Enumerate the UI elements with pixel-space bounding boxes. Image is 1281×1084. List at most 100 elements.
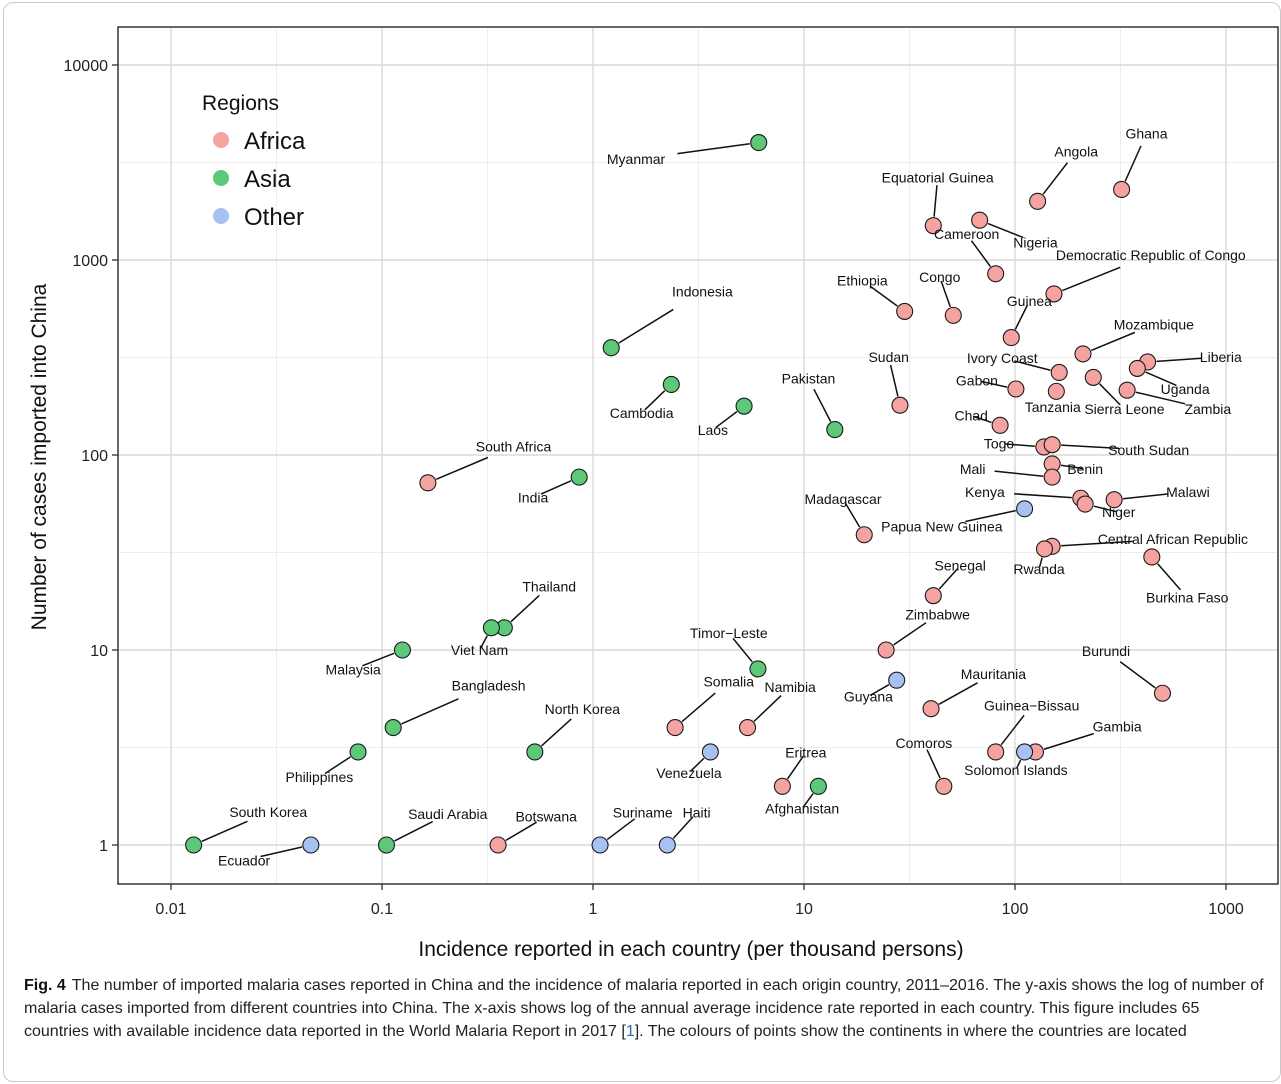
- label-pakistan: Pakistan: [782, 371, 836, 387]
- label-leader-lines: [201, 143, 1202, 858]
- y-tick-label: 10: [90, 643, 108, 660]
- point-uganda: [1128, 359, 1146, 377]
- label-benin: Benin: [1067, 461, 1103, 477]
- label-central-african-republic: Central African Republic: [1098, 531, 1248, 547]
- label-suriname: Suriname: [613, 805, 673, 821]
- leader-line-bangladesh: [401, 698, 459, 725]
- leader-line-madagascar: [844, 502, 861, 528]
- leader-line-kenya: [1014, 493, 1072, 499]
- point-burkina-faso: [1143, 548, 1161, 566]
- point-gabon: [1007, 380, 1025, 398]
- y-tick-label: 100: [81, 448, 108, 465]
- leader-line-ecuador: [260, 846, 303, 858]
- label-liberia: Liberia: [1200, 349, 1242, 365]
- label-chad: Chad: [954, 408, 987, 424]
- label-solomon-islands: Solomon Islands: [964, 762, 1068, 778]
- x-axis-title: Incidence reported in each country (per …: [418, 938, 963, 960]
- leader-line-thailand: [510, 594, 540, 623]
- label-guinea: Guinea: [1007, 293, 1052, 309]
- point-pakistan: [826, 421, 844, 439]
- label-rwanda: Rwanda: [1013, 561, 1065, 577]
- legend-label-other: Other: [244, 204, 304, 231]
- point-cambodia: [662, 375, 680, 394]
- label-mauritania: Mauritania: [961, 666, 1027, 682]
- point-comoros: [935, 777, 953, 795]
- citation-link[interactable]: 1: [625, 1023, 635, 1040]
- point-south-korea: [185, 836, 203, 854]
- label-indonesia: Indonesia: [672, 283, 733, 299]
- label-comoros: Comoros: [895, 735, 952, 751]
- point-labels: Myanmar Indonesia Cambodia Laos Pakistan Indi…: [218, 125, 1248, 868]
- point-angola: [1029, 192, 1047, 210]
- point-zimbabwe: [877, 641, 895, 659]
- y-axis-title: Number of cases imported into China: [28, 283, 51, 630]
- label-burkina-faso: Burkina Faso: [1146, 590, 1229, 606]
- leader-line-togo: [1005, 443, 1035, 447]
- point-myanmar: [750, 134, 768, 152]
- label-zimbabwe: Zimbabwe: [905, 607, 970, 623]
- label-equatorial-guinea: Equatorial Guinea: [882, 169, 994, 185]
- leader-line-angola: [1042, 162, 1068, 195]
- leader-line-ivory-coast: [1014, 360, 1051, 371]
- label-cameroon: Cameroon: [934, 226, 999, 242]
- label-sierra-leone: Sierra Leone: [1084, 401, 1164, 417]
- leader-line-papua-new-guinea: [965, 509, 1016, 523]
- label-cambodia: Cambodia: [610, 405, 674, 421]
- point-suriname: [591, 836, 609, 854]
- label-bangladesh: Bangladesh: [452, 677, 526, 693]
- label-congo: Congo: [919, 269, 960, 285]
- point-congo: [944, 306, 962, 324]
- point-viet-nam: [482, 619, 500, 637]
- leader-line-sudan: [889, 364, 899, 397]
- x-tick-label: 0.1: [371, 901, 393, 918]
- label-venezuela: Venezuela: [656, 765, 722, 781]
- leader-line-gabon: [980, 380, 1008, 388]
- leader-line-democratic-republic-of-congo: [1062, 266, 1121, 292]
- point-mozambique: [1074, 345, 1092, 363]
- point-solomon-islands: [1016, 743, 1034, 761]
- label-papua-new-guinea: Papua New Guinea: [881, 519, 1003, 535]
- figure-caption: Fig. 4 The number of imported malaria cas…: [24, 974, 1264, 1043]
- point-democratic-republic-of-congo: [1045, 285, 1063, 303]
- point-north-korea: [526, 743, 544, 761]
- label-ecuador: Ecuador: [218, 852, 270, 868]
- label-tanzania: Tanzania: [1025, 399, 1081, 415]
- point-haiti: [658, 836, 676, 854]
- label-afghanistan: Afghanistan: [765, 801, 839, 817]
- leader-line-niger: [1093, 505, 1117, 513]
- point-ecuador: [302, 836, 320, 854]
- leader-line-congo: [940, 280, 952, 308]
- label-south-sudan: South Sudan: [1108, 442, 1189, 458]
- point-rwanda: [1035, 540, 1054, 558]
- leader-line-mali: [994, 470, 1044, 477]
- leader-line-rwanda: [1038, 557, 1043, 568]
- leader-line-philippines: [324, 756, 351, 775]
- point-sudan: [891, 396, 909, 414]
- leader-line-guinea-bissau: [1000, 714, 1025, 746]
- leader-line-benin: [1060, 464, 1084, 470]
- leader-line-zambia: [1135, 391, 1186, 405]
- leader-line-malawi: [1123, 493, 1169, 500]
- leader-line-equatorial-guinea: [933, 185, 938, 217]
- legend-title: Regions: [202, 92, 279, 115]
- leader-line-zimbabwe: [893, 622, 927, 646]
- point-laos: [735, 397, 753, 415]
- legend-label-asia: Asia: [244, 166, 291, 193]
- label-india: India: [518, 490, 549, 506]
- caption-text-end: ]. The colours of points show the contin…: [634, 1023, 1187, 1040]
- leader-line-guyana: [869, 684, 890, 697]
- leader-line-burkina-faso: [1157, 563, 1182, 591]
- point-madagascar: [855, 526, 873, 544]
- leader-line-cambodia: [644, 390, 666, 411]
- y-tick-label: 10000: [64, 58, 109, 75]
- leader-line-south-korea: [201, 820, 248, 843]
- legend-swatch-asia: [213, 170, 229, 186]
- label-kenya: Kenya: [965, 484, 1005, 500]
- point-guinea-bissau: [987, 743, 1005, 761]
- point-guinea: [1002, 329, 1020, 347]
- label-zambia: Zambia: [1184, 401, 1231, 417]
- figure-number: Fig. 4: [24, 977, 66, 994]
- x-tick-label: 10: [795, 901, 813, 918]
- label-niger: Niger: [1102, 504, 1136, 520]
- point-tanzania: [1047, 382, 1065, 400]
